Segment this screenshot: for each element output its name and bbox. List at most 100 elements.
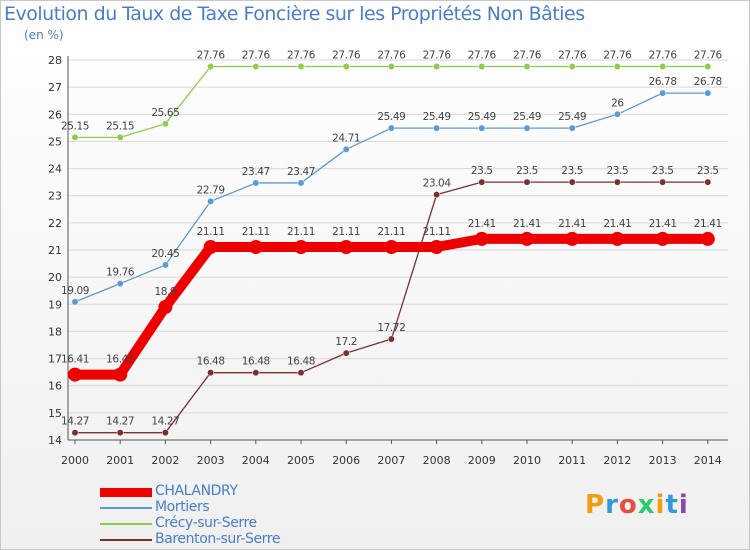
data-label: 23.5 bbox=[561, 165, 583, 177]
data-point bbox=[613, 178, 621, 186]
logo-letter: t bbox=[665, 490, 679, 520]
data-point bbox=[610, 231, 625, 246]
legend-swatch bbox=[100, 539, 152, 541]
y-tick-label: 19 bbox=[48, 298, 62, 311]
data-label: 25.49 bbox=[513, 111, 541, 123]
data-point bbox=[568, 124, 576, 132]
data-point bbox=[433, 124, 441, 132]
data-label: 21.11 bbox=[423, 226, 451, 238]
data-label: 27.76 bbox=[694, 50, 723, 62]
data-label: 26.78 bbox=[694, 76, 722, 88]
data-point bbox=[387, 63, 395, 70]
legend-label: Crécy-sur-Serre bbox=[155, 515, 257, 531]
legend-label: Barenton-sur-Serre bbox=[155, 531, 281, 547]
y-tick-label: 28 bbox=[48, 54, 62, 67]
x-tick-label: 2004 bbox=[242, 454, 270, 467]
x-tick-label: 2011 bbox=[558, 454, 586, 467]
y-tick-label: 24 bbox=[48, 163, 62, 176]
logo-letter: i bbox=[678, 490, 689, 520]
data-label: 21.11 bbox=[377, 226, 405, 238]
data-label: 25.15 bbox=[106, 120, 134, 132]
data-point bbox=[248, 240, 263, 255]
data-point bbox=[297, 369, 305, 377]
data-label: 25.49 bbox=[468, 111, 496, 123]
data-label: 21.11 bbox=[332, 226, 360, 238]
data-point bbox=[161, 120, 169, 128]
data-label: 17.72 bbox=[377, 322, 405, 334]
data-label: 23.47 bbox=[287, 166, 315, 178]
data-point bbox=[71, 133, 79, 141]
data-point bbox=[474, 231, 489, 246]
y-tick-label: 25 bbox=[48, 135, 62, 148]
data-point bbox=[387, 335, 395, 343]
x-tick-label: 2002 bbox=[151, 454, 179, 467]
y-tick-label: 18 bbox=[48, 325, 62, 338]
data-point bbox=[478, 63, 486, 70]
x-tick-label: 2009 bbox=[468, 454, 496, 467]
data-label: 27.76 bbox=[558, 50, 587, 62]
data-point bbox=[613, 63, 621, 70]
data-point bbox=[568, 63, 576, 70]
x-tick-label: 2012 bbox=[603, 454, 631, 467]
data-point bbox=[342, 63, 350, 70]
data-point bbox=[568, 178, 576, 186]
data-point bbox=[297, 63, 305, 70]
logo-letter: i bbox=[655, 490, 666, 520]
logo-letter: o bbox=[618, 490, 638, 520]
data-point bbox=[68, 367, 82, 382]
data-label: 21.41 bbox=[694, 218, 722, 230]
y-tick-label: 16 bbox=[48, 380, 62, 393]
legend-swatch bbox=[100, 507, 152, 509]
x-tick-label: 2013 bbox=[649, 454, 677, 467]
data-label: 14.27 bbox=[151, 416, 179, 428]
data-point bbox=[116, 429, 124, 437]
data-point bbox=[704, 178, 712, 186]
data-label: 27.76 bbox=[649, 50, 678, 62]
data-point bbox=[478, 124, 486, 132]
data-point bbox=[523, 63, 531, 70]
data-label: 27.76 bbox=[603, 50, 632, 62]
data-point bbox=[520, 231, 534, 246]
series-line-1 bbox=[74, 92, 708, 303]
data-point bbox=[252, 63, 260, 70]
data-label: 14.27 bbox=[61, 416, 89, 428]
data-label: 21.41 bbox=[649, 218, 677, 230]
data-point bbox=[113, 367, 128, 382]
legend-swatch bbox=[100, 488, 152, 497]
y-tick-label: 26 bbox=[48, 108, 62, 121]
data-point bbox=[339, 240, 354, 255]
data-point bbox=[161, 261, 169, 269]
data-label: 25.49 bbox=[377, 111, 405, 123]
data-point bbox=[704, 63, 712, 70]
data-point bbox=[252, 369, 260, 377]
data-label: 24.71 bbox=[332, 132, 360, 144]
data-point bbox=[659, 63, 667, 70]
data-point bbox=[207, 197, 215, 205]
data-label: 18.9 bbox=[155, 286, 177, 298]
y-tick-label: 20 bbox=[48, 271, 62, 284]
data-label: 23.04 bbox=[423, 178, 452, 190]
data-point bbox=[297, 179, 305, 187]
data-label: 27.76 bbox=[197, 50, 226, 62]
x-tick-label: 2003 bbox=[197, 454, 225, 467]
data-point bbox=[523, 178, 531, 186]
data-point bbox=[387, 124, 395, 132]
data-label: 23.5 bbox=[652, 165, 674, 177]
data-point bbox=[565, 231, 580, 246]
data-point bbox=[433, 191, 441, 199]
data-label: 26 bbox=[611, 97, 624, 109]
logo-letter: r bbox=[605, 490, 619, 520]
data-label: 25.65 bbox=[151, 107, 179, 119]
data-point bbox=[429, 240, 444, 255]
data-point bbox=[71, 429, 79, 437]
y-tick-label: 23 bbox=[48, 190, 62, 203]
data-label: 27.76 bbox=[332, 50, 361, 62]
data-label: 16.48 bbox=[287, 356, 315, 368]
data-label: 16.48 bbox=[197, 356, 225, 368]
data-point bbox=[71, 298, 79, 306]
data-point bbox=[704, 89, 712, 97]
data-label: 23.5 bbox=[697, 165, 719, 177]
data-label: 21.41 bbox=[513, 218, 541, 230]
data-label: 16.41 bbox=[106, 354, 134, 366]
